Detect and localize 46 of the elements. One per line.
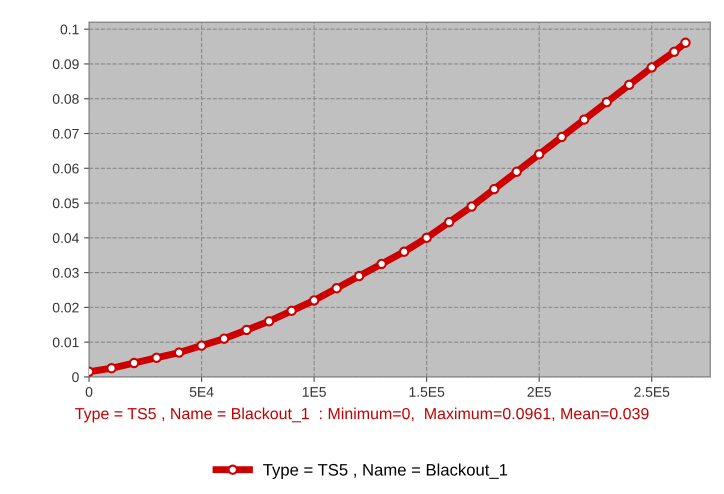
y-tick-label: 0.02	[52, 302, 79, 313]
point	[511, 166, 522, 177]
point	[488, 184, 500, 194]
y-tick-label: 0.1	[60, 24, 79, 34]
point	[398, 246, 410, 257]
point	[106, 363, 117, 374]
point	[218, 333, 230, 344]
point	[308, 295, 320, 306]
point	[444, 216, 454, 228]
x-tick-label: 1E5	[302, 387, 326, 397]
point	[354, 270, 364, 282]
x-tick-label: 0	[86, 387, 92, 397]
y-tick-label: 0	[72, 372, 79, 382]
point	[174, 347, 184, 358]
point	[578, 114, 590, 125]
point	[669, 46, 680, 57]
y-tick-label: 0.06	[52, 164, 79, 174]
y-tick-label: 0.01	[52, 337, 79, 348]
point	[376, 258, 387, 270]
point	[264, 316, 274, 326]
point	[241, 324, 252, 336]
point	[680, 38, 691, 48]
point	[331, 283, 342, 294]
point	[286, 306, 297, 316]
legend-label: Type = TS5 , Name = Blackout_1	[263, 463, 508, 479]
point	[646, 62, 657, 73]
y-tick-label: 0.05	[52, 198, 79, 208]
y-tick-label: 0.07	[52, 128, 79, 139]
point	[421, 232, 432, 244]
point	[196, 340, 207, 351]
point	[556, 132, 567, 142]
x-tick-label: 5E4	[190, 387, 214, 397]
text: Type = TS5 , Name = Blackout_1 : Minimum=0, Maximum=0.0961, Mean=0.039	[75, 408, 649, 422]
point	[602, 97, 612, 108]
x-tick-label: 2E5	[528, 387, 551, 397]
x-tick-label: 1.5E5	[410, 387, 444, 397]
point	[466, 201, 477, 212]
point	[151, 352, 162, 364]
x-tick-label: 2.5E5	[634, 387, 670, 397]
point	[128, 358, 140, 368]
y-tick-label: 0.03	[52, 268, 79, 278]
y-tick-label: 0.09	[52, 59, 79, 70]
point	[624, 80, 634, 90]
y-tick-label: 0.08	[52, 94, 79, 104]
y-tick-label: 0.04	[52, 233, 79, 243]
point	[534, 149, 544, 160]
